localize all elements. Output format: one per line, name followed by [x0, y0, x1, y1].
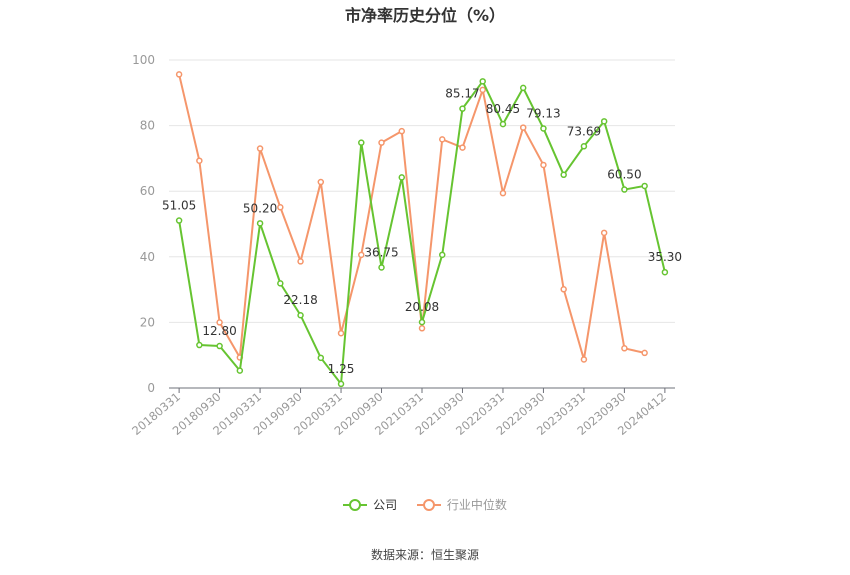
company-point	[236, 367, 244, 374]
industry-point	[459, 144, 466, 151]
industry-point	[277, 204, 284, 211]
company-point	[479, 78, 486, 85]
industry-point	[600, 229, 608, 237]
industry-point	[378, 139, 385, 146]
industry-point	[175, 71, 183, 78]
industry-point	[540, 161, 547, 169]
company-point	[378, 264, 385, 271]
company-point	[196, 341, 203, 349]
y-tick-label: 0	[147, 381, 155, 395]
company-data-label: 1.25	[328, 362, 355, 376]
industry-point	[621, 345, 628, 352]
company-point	[297, 311, 304, 319]
industry-point	[580, 356, 588, 363]
legend: 公司 行业中位数	[0, 496, 850, 514]
company-point	[175, 217, 183, 224]
company-point	[499, 120, 507, 128]
data-source: 数据来源：恒生聚源	[370, 548, 479, 562]
company-point	[459, 105, 466, 112]
industry-point	[297, 258, 304, 265]
industry-point	[317, 178, 325, 186]
company-point	[337, 380, 345, 388]
industry-point	[358, 251, 365, 259]
company-data-label: 22.18	[283, 293, 317, 307]
industry-point	[560, 286, 567, 293]
industry-point	[398, 127, 406, 135]
company-point	[216, 342, 223, 350]
industry-point	[418, 325, 426, 332]
company-point	[641, 182, 648, 190]
company-point	[256, 220, 264, 227]
company-point	[560, 171, 567, 179]
company-point	[438, 251, 446, 259]
industry-point	[256, 145, 264, 152]
legend-company-label: 公司	[373, 498, 398, 512]
company-point	[661, 268, 669, 276]
series-company	[175, 78, 669, 388]
company-point	[418, 318, 426, 326]
company-data-label: 50.20	[243, 201, 277, 215]
industry-point	[196, 157, 203, 164]
company-data-label: 36.75	[364, 245, 398, 259]
industry-point	[438, 136, 446, 143]
series-industry	[175, 71, 648, 363]
legend-company-marker	[343, 498, 368, 511]
y-tick-label: 20	[140, 315, 155, 329]
data-labels: 51.05 12.80 50.20 22.18 1.25 36.75 20.08 85.17 8…	[162, 87, 682, 376]
company-data-label: 73.69	[567, 124, 601, 138]
industry-point	[216, 319, 223, 326]
industry-point	[337, 329, 345, 337]
company-data-label: 60.50	[607, 168, 641, 182]
company-data-label: 51.05	[162, 199, 196, 213]
company-point	[621, 186, 628, 193]
company-point	[540, 125, 547, 132]
company-data-label: 12.80	[202, 324, 236, 338]
company-point	[317, 354, 325, 362]
company-point	[358, 139, 365, 146]
industry-line	[178, 74, 645, 361]
legend-item-company[interactable]: 公司	[343, 496, 397, 513]
company-point	[519, 84, 527, 92]
company-point	[600, 118, 608, 125]
company-data-label: 79.13	[526, 106, 560, 120]
y-tick-label: 100	[132, 53, 155, 67]
industry-point	[499, 189, 507, 197]
company-data-label: 85.17	[445, 87, 479, 101]
y-tick-label: 60	[140, 184, 155, 198]
chart-title: 市净率历史分位（%）	[344, 6, 506, 25]
industry-point	[479, 86, 486, 94]
company-data-label: 35.30	[648, 250, 682, 264]
industry-point	[641, 349, 648, 357]
y-gridlines	[169, 59, 675, 323]
legend-industry-label: 行业中位数	[446, 498, 507, 512]
company-point	[398, 174, 406, 181]
y-tick-label: 40	[140, 250, 155, 264]
y-tick-label: 80	[140, 119, 155, 133]
x-axis: 2018033120180930201903312019093020200331…	[129, 387, 675, 438]
company-point	[580, 143, 588, 150]
industry-point	[519, 124, 527, 131]
legend-industry-marker	[416, 498, 441, 511]
company-data-label: 20.08	[405, 300, 439, 314]
company-data-label: 80.45	[486, 102, 520, 116]
legend-item-industry[interactable]: 行业中位数	[416, 496, 507, 513]
company-point	[277, 280, 284, 287]
y-axis: 0 20 40 60 80 100	[132, 53, 155, 395]
